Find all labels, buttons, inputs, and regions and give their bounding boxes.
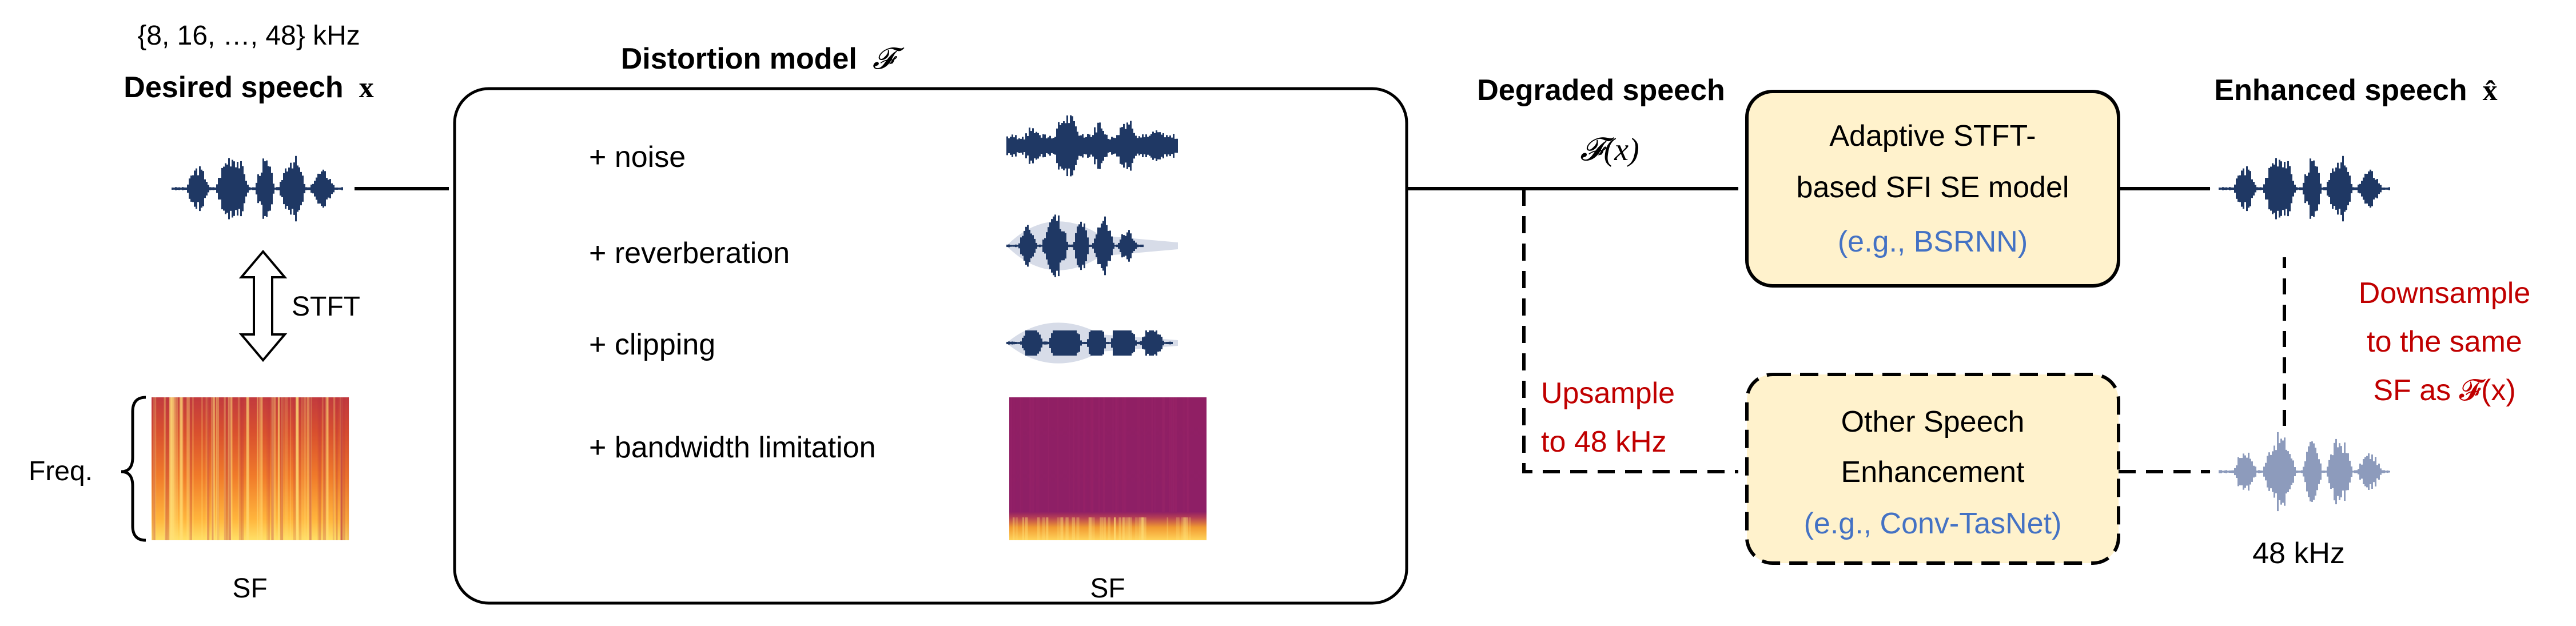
other-model-line2: Enhancement <box>1841 456 2025 489</box>
waveform-icon <box>1006 214 1178 277</box>
enhanced-speech-title: Enhanced speech x̂ <box>2214 74 2497 107</box>
spectrogram-icon <box>152 397 349 540</box>
dashed-branch-to-other <box>1522 189 1739 473</box>
degraded-speech-title: Degraded speech <box>1477 74 1725 107</box>
waveform-icon <box>2219 432 2390 512</box>
downsample-line1: Downsample <box>2359 277 2531 310</box>
double-arrow-icon <box>238 249 288 362</box>
downsample-line2: to the same <box>2367 325 2522 358</box>
distortion-sf-label: SF <box>1090 573 1125 604</box>
spectrogram-icon <box>1009 397 1207 540</box>
distortion-item-clipping: + clipping <box>589 328 715 361</box>
curly-brace-icon <box>121 396 146 542</box>
other-model-line1: Other Speech <box>1841 405 2025 438</box>
adaptive-model-line2: based SFI SE model <box>1797 171 2069 204</box>
upsample-line1: Upsample <box>1541 377 1675 410</box>
adaptive-model-line1: Adaptive STFT- <box>1829 119 2036 153</box>
desired-speech-title: Desired speech x <box>124 71 373 104</box>
waveform-icon <box>2219 155 2390 222</box>
other-model-example: (e.g., Conv-TasNet) <box>1804 507 2062 540</box>
sample-rate-set: {8, 16, …, 48} kHz <box>137 21 360 51</box>
output-48k-label: 48 kHz <box>2252 537 2345 570</box>
waveform-icon <box>1006 115 1178 177</box>
distortion-item-reverberation: + reverberation <box>589 237 790 270</box>
input-sf-label: SF <box>232 573 267 604</box>
upsample-line2: to 48 kHz <box>1541 425 1667 458</box>
distortion-model-title: Distortion model 𝓕 <box>621 42 905 75</box>
distortion-item-bandwidth: + bandwidth limitation <box>589 431 876 464</box>
stft-label: STFT <box>292 292 360 322</box>
degraded-speech-formula: 𝓕(x) <box>1580 132 1639 168</box>
freq-label: Freq. <box>29 456 93 487</box>
waveform-icon <box>1006 322 1178 364</box>
waveform-icon <box>172 155 343 222</box>
downsample-line3: SF as 𝓕(x) <box>2373 374 2515 407</box>
distortion-item-noise: + noise <box>589 141 686 174</box>
other-model-box <box>1745 373 2120 565</box>
adaptive-model-example: (e.g., BSRNN) <box>1838 225 2028 258</box>
